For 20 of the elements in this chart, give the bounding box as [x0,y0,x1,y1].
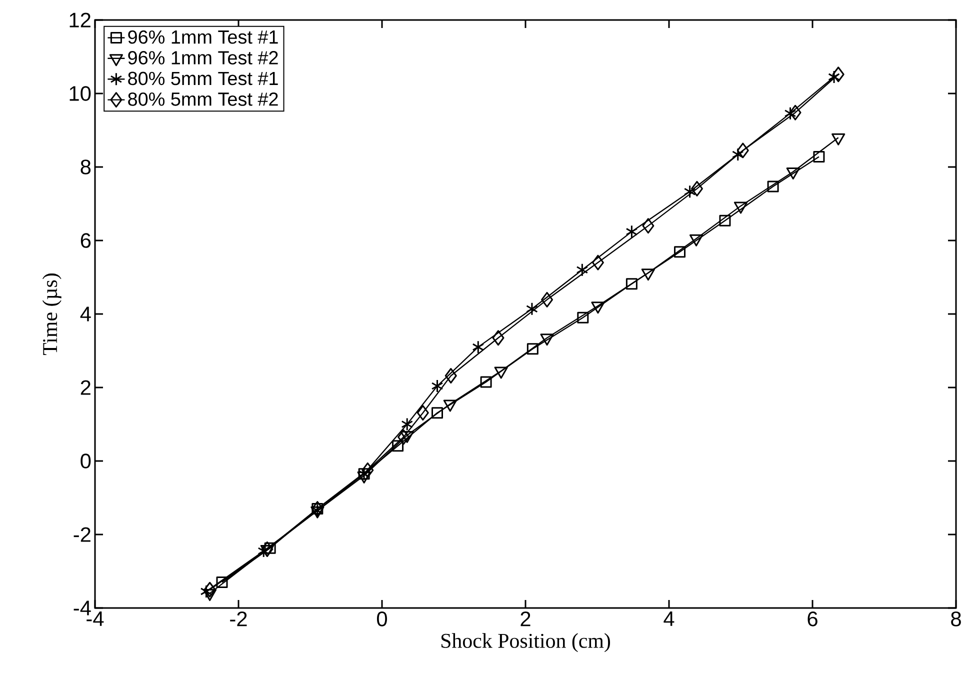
y-tick-label: 6 [80,233,91,248]
y-tick-label: 2 [80,380,90,395]
x-tick-label: 2 [520,612,530,626]
y-tick-label: 4 [80,306,91,322]
x-tick-label: 6 [808,612,818,626]
y-tick-label: -2 [74,527,90,542]
x-tick-label: 4 [664,612,674,626]
legend-label: 80% 5mm Test #2 [128,92,278,106]
y-axis-title: Time (µs) [42,274,62,356]
y-tick-label: 0 [80,454,91,468]
y-tick-label: 12 [70,12,90,28]
x-axis-title: Shock Position (cm) [441,633,610,652]
x-tick-label: 8 [951,612,961,626]
x-tick-label: 0 [376,612,387,626]
y-tick-label: 10 [70,86,91,101]
y-tick-label: 8 [80,160,91,174]
legend-label: 96% 1mm Test #2 [128,51,278,64]
x-tick-label: -2 [230,612,247,626]
legend-label: 96% 1mm Test #1 [128,30,278,44]
legend-label: 80% 5mm Test #1 [128,72,278,86]
